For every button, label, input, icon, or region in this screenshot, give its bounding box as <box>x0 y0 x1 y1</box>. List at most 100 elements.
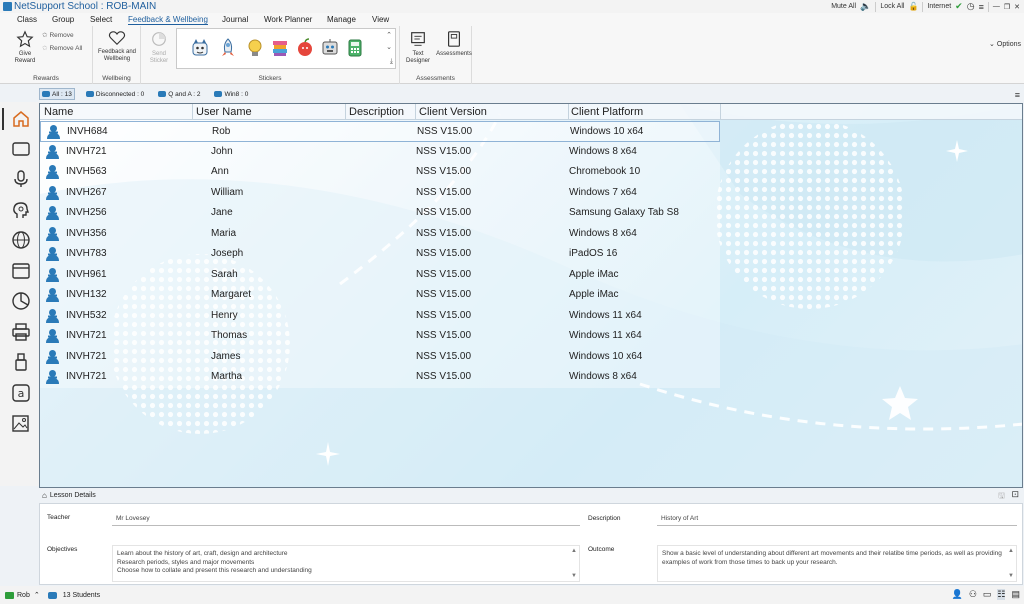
sticker-apple-icon[interactable] <box>294 37 316 59</box>
sticker-rocket-icon[interactable] <box>217 37 239 59</box>
minimize-button[interactable]: — <box>992 3 1000 10</box>
scroll-down-icon[interactable]: ▼ <box>571 572 577 579</box>
description-field[interactable]: History of Art <box>657 515 1017 526</box>
scroll-down-icon[interactable]: ▼ <box>1008 572 1014 579</box>
table-row[interactable]: INVH267 William NSS V15.00 Windows 7 x64 <box>40 182 720 203</box>
image-gallery-icon[interactable] <box>10 412 32 434</box>
col-client-platform-header[interactable]: Client Platform <box>571 106 644 118</box>
description-label: Description <box>588 515 621 522</box>
sticker-cat-icon[interactable] <box>189 37 211 59</box>
amazon-a-icon[interactable]: a <box>10 382 32 404</box>
column-divider[interactable] <box>720 104 721 120</box>
menu-work-planner[interactable]: Work Planner <box>264 15 313 24</box>
person-filled-icon[interactable]: 👤 <box>951 589 963 599</box>
menu-feedback-wellbeing[interactable]: Feedback & Wellbeing <box>128 15 208 25</box>
remove-button[interactable]: ✩ Remove <box>42 31 74 40</box>
table-row[interactable]: INVH532 Henry NSS V15.00 Windows 11 x64 <box>40 305 720 326</box>
chevron-up-icon[interactable]: ⌃ <box>33 592 40 599</box>
tab-all[interactable]: All : 13 <box>39 88 75 100</box>
menu-journal[interactable]: Journal <box>222 15 249 24</box>
monitor-icon[interactable]: ▭ <box>982 589 992 599</box>
tab-win8[interactable]: Win8 : 0 <box>211 88 251 100</box>
tab-disconnected[interactable]: Disconnected : 0 <box>83 88 147 100</box>
details-view-icon[interactable]: ▤ <box>1011 589 1020 599</box>
objective-line: Research periods, styles and major movem… <box>117 558 255 566</box>
expand-gallery-icon[interactable]: ⤓ <box>389 58 393 65</box>
table-row[interactable]: INVH356 Maria NSS V15.00 Windows 8 x64 <box>40 223 720 244</box>
list-view-icon[interactable]: ☷ <box>997 589 1006 600</box>
table-row[interactable]: INVH961 Sarah NSS V15.00 Apple iMac <box>40 264 720 285</box>
scroll-down-icon[interactable]: ⌄ <box>386 44 392 51</box>
table-row[interactable]: INVH132 Margaret NSS V15.00 Apple iMac <box>40 285 720 306</box>
col-client-version-header[interactable]: Client Version <box>419 106 487 118</box>
mute-all-button[interactable]: Mute All <box>831 3 857 10</box>
menu-group[interactable]: Group <box>52 15 75 24</box>
check-circle-icon[interactable]: ✔ <box>955 1 963 11</box>
column-divider[interactable] <box>345 104 346 120</box>
menu-icon[interactable]: ≡ <box>978 1 984 12</box>
cell-client-platform: Windows 11 x64 <box>569 330 642 341</box>
pie-chart-icon[interactable] <box>10 290 32 312</box>
speaker-icon[interactable]: 🔈 <box>860 1 872 11</box>
table-row[interactable]: INVH721 Thomas NSS V15.00 Windows 11 x64 <box>40 326 720 347</box>
menu-manage[interactable]: Manage <box>327 15 356 24</box>
table-row[interactable]: INVH721 James NSS V15.00 Windows 10 x64 <box>40 346 720 367</box>
application-window-icon[interactable] <box>10 260 32 282</box>
column-divider[interactable] <box>415 104 416 120</box>
tutor-user-name[interactable]: Rob <box>17 591 30 599</box>
col-user-name-header[interactable]: User Name <box>196 106 252 118</box>
usb-device-icon[interactable] <box>10 351 32 373</box>
table-row[interactable]: INVH721 John NSS V15.00 Windows 8 x64 <box>40 141 720 162</box>
column-divider[interactable] <box>192 104 193 120</box>
menu-class[interactable]: Class <box>17 15 38 24</box>
internet-button[interactable]: Internet <box>927 3 952 10</box>
restore-button[interactable]: ❐ <box>1003 3 1011 11</box>
table-row[interactable]: INVH783 Joseph NSS V15.00 iPadOS 16 <box>40 244 720 265</box>
save-icon[interactable]: 🖫 <box>998 491 1005 500</box>
sticker-books-icon[interactable] <box>269 37 291 59</box>
sticker-calculator-icon[interactable] <box>344 37 366 59</box>
col-description-header[interactable]: Description <box>349 106 405 118</box>
cell-name: INVH132 <box>66 289 107 300</box>
table-row[interactable]: INVH256 Jane NSS V15.00 Samsung Galaxy Tab … <box>40 203 720 224</box>
tab-q-and-a[interactable]: Q and A : 2 <box>155 88 203 100</box>
sticker-lightbulb-icon[interactable] <box>244 37 266 59</box>
options-button[interactable]: ⌄ Options <box>989 40 1021 48</box>
column-divider[interactable] <box>568 104 569 120</box>
svg-text:a: a <box>18 387 25 400</box>
text-designer-button[interactable]: Text Designer <box>403 30 433 65</box>
globe-icon[interactable] <box>10 229 32 251</box>
feedback-wellbeing-button[interactable]: Feedback and Wellbeing <box>96 30 138 63</box>
remove-all-button[interactable]: ✩ Remove All <box>42 44 82 53</box>
scroll-up-icon[interactable]: ⌃ <box>386 32 392 39</box>
table-row[interactable]: INVH684 Rob NSS V15.00 Windows 10 x64 <box>40 121 720 142</box>
home-icon[interactable] <box>2 108 32 130</box>
send-sticker-button[interactable]: Send Sticker <box>144 30 174 65</box>
lesson-details-form: Teacher Mr Lovesey Description History o… <box>39 503 1023 585</box>
screen-icon[interactable] <box>10 138 32 160</box>
outcome-field[interactable]: Show a basic level of understanding abou… <box>657 545 1017 582</box>
lock-icon[interactable]: 🔓 <box>908 2 919 11</box>
person-outline-icon[interactable]: ⚇ <box>968 589 977 599</box>
table-row[interactable]: INVH563 Ann NSS V15.00 Chromebook 10 <box>40 162 720 183</box>
menu-select[interactable]: Select <box>90 15 113 24</box>
col-name-header[interactable]: Name <box>44 106 74 118</box>
menu-view[interactable]: View <box>372 15 390 24</box>
head-cog-icon[interactable] <box>10 199 32 221</box>
assessments-button[interactable]: Assessments <box>436 30 472 58</box>
lock-all-button[interactable]: Lock All <box>880 3 905 10</box>
scroll-up-icon[interactable]: ▲ <box>571 548 577 554</box>
teacher-field[interactable]: Mr Lovesey <box>112 515 580 526</box>
sticker-robot-icon[interactable] <box>319 37 341 59</box>
objectives-field[interactable]: Learn about the history of art, craft, d… <box>112 545 580 582</box>
give-reward-button[interactable]: Give Reward <box>8 30 42 65</box>
printer-icon[interactable] <box>10 321 32 343</box>
microphone-icon[interactable] <box>10 168 32 190</box>
clock-icon[interactable]: ◷ <box>966 1 975 11</box>
table-row[interactable]: INVH721 Martha NSS V15.00 Windows 8 x64 <box>40 367 720 388</box>
view-menu-icon[interactable]: ≡ <box>1014 90 1020 100</box>
close-button[interactable]: ✕ <box>1014 3 1020 11</box>
remove-all-star-icon: ✩ <box>42 45 48 52</box>
scroll-up-icon[interactable]: ▲ <box>1008 548 1014 554</box>
export-icon[interactable]: ⊡ <box>1011 489 1019 499</box>
